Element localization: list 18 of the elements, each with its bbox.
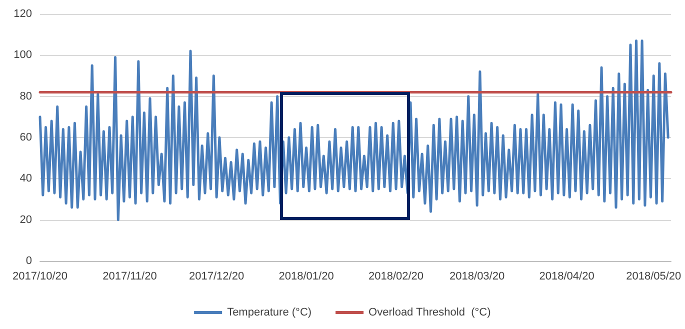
x-tick-label: 2018/04/20	[539, 270, 594, 282]
x-tick-label: 2018/03/20	[450, 270, 505, 282]
y-tick-label: 120	[14, 8, 32, 20]
y-tick-label: 40	[20, 172, 32, 185]
x-tick-label: 2018/05/20	[626, 270, 682, 282]
line-series	[38, 40, 670, 222]
y-tick-label: 60	[20, 132, 32, 144]
y-tick-label: 80	[20, 90, 32, 102]
y-tick-label: 0	[26, 255, 32, 267]
y-tick-label: 20	[20, 214, 32, 226]
x-tick-label: 2017/10/20	[12, 270, 68, 282]
x-tick-label: 2018/02/20	[368, 270, 424, 282]
legend-label: Overload Threshold (°C)	[368, 306, 491, 318]
x-tick-label: 2017/12/20	[189, 270, 244, 282]
x-tick-label: 2018/01/20	[278, 270, 334, 282]
y-tick-label: 100	[14, 49, 32, 62]
x-tick-label: 2017/11/20	[102, 270, 157, 282]
legend-label: Temperature (°C)	[227, 306, 312, 318]
